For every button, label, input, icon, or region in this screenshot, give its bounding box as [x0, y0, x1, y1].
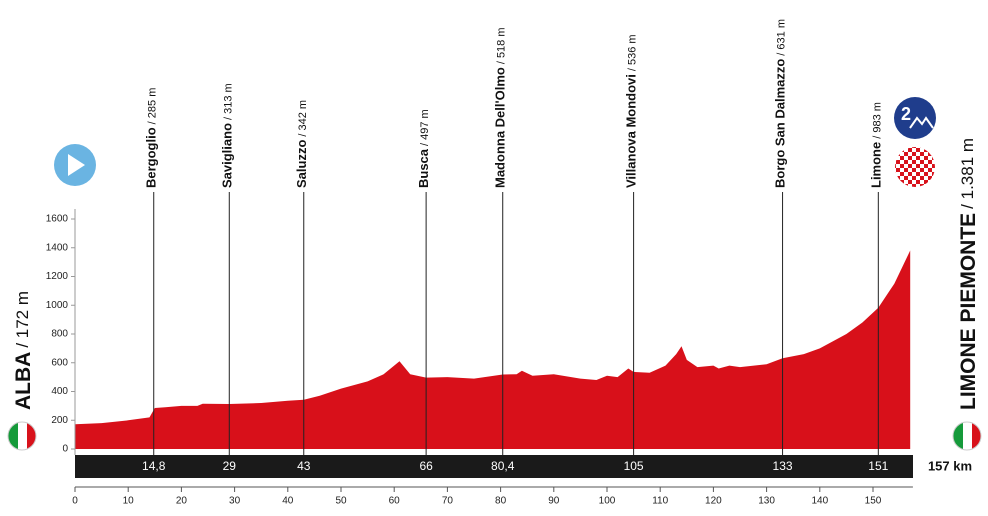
- x-tick-label: 100: [599, 496, 616, 507]
- waypoint-km: 105: [624, 459, 644, 473]
- x-tick-label: 60: [389, 496, 401, 507]
- y-tick-label: 400: [51, 386, 68, 397]
- waypoint-altitude: / 285 m: [147, 88, 159, 125]
- x-tick-label: 20: [176, 496, 188, 507]
- waypoint-km: 29: [223, 459, 237, 473]
- y-tick-label: 1600: [46, 214, 69, 225]
- y-tick-label: 200: [51, 415, 68, 426]
- waypoint-label: Borgo San Dalmazzo / 631 m: [773, 19, 788, 188]
- waypoint-name: Madonna Dell'Olmo: [493, 67, 508, 188]
- start-name: ALBA: [12, 352, 35, 410]
- waypoint-label: Villanova Mondovi / 536 m: [624, 34, 639, 188]
- waypoint-altitude: / 342 m: [297, 100, 309, 137]
- waypoint-name: Busca: [417, 148, 432, 188]
- y-tick-label: 800: [51, 329, 68, 340]
- waypoint-label: Savigliano / 313 m: [220, 83, 235, 188]
- x-tick-label: 70: [442, 496, 454, 507]
- finish-flag: [895, 147, 935, 187]
- x-tick-label: 80: [495, 496, 507, 507]
- waypoint-altitude: / 983 m: [871, 102, 883, 139]
- x-tick-label: 40: [282, 496, 294, 507]
- waypoint-label: Busca / 497 m: [417, 109, 432, 188]
- x-tick-label: 30: [229, 496, 241, 507]
- waypoint-label: Bergoglio / 285 m: [144, 88, 159, 188]
- waypoint-km: 151: [868, 459, 888, 473]
- x-tick-label: 10: [123, 496, 135, 507]
- y-tick-label: 1400: [46, 242, 69, 253]
- waypoint-name: Limone: [869, 142, 884, 188]
- waypoint-name: Bergoglio: [144, 127, 159, 188]
- start-label: ALBA / 172 m: [12, 291, 35, 410]
- total-distance: 157 km: [928, 458, 972, 473]
- waypoint-altitude: / 313 m: [222, 83, 234, 120]
- waypoint-km: 14,8: [142, 459, 166, 473]
- x-tick-label: 130: [758, 496, 775, 507]
- waypoint-altitude: / 518 m: [496, 27, 508, 64]
- waypoint-name: Villanova Mondovi: [624, 74, 639, 188]
- waypoint-km: 66: [419, 459, 433, 473]
- waypoint-km: 43: [297, 459, 311, 473]
- y-tick-label: 600: [51, 357, 68, 368]
- finish-label: LIMONE PIEMONTE / 1.381 m: [957, 138, 980, 410]
- waypoint-label: Saluzzo / 342 m: [294, 100, 309, 188]
- x-tick-label: 150: [865, 496, 882, 507]
- waypoint-altitude: / 497 m: [419, 109, 431, 146]
- km-band: [75, 455, 913, 478]
- climb-badge: [894, 97, 936, 139]
- start-arrow: [68, 154, 85, 176]
- waypoint-name: Saluzzo: [294, 140, 309, 188]
- x-tick-label: 110: [652, 496, 668, 507]
- flag-start: [7, 421, 37, 451]
- waypoint-label: Madonna Dell'Olmo / 518 m: [493, 27, 508, 188]
- climb-mountain: [909, 116, 934, 129]
- finish-name: LIMONE PIEMONTE: [957, 213, 980, 410]
- x-tick-label: 50: [335, 496, 347, 507]
- x-tick-label: 0: [72, 496, 78, 507]
- x-tick-label: 140: [811, 496, 828, 507]
- y-tick-label: 0: [62, 444, 68, 455]
- waypoint-km: 133: [773, 459, 793, 473]
- climb-category: 2: [901, 104, 911, 124]
- y-tick-label: 1200: [46, 271, 69, 282]
- waypoint-name: Borgo San Dalmazzo: [773, 59, 788, 188]
- flag-finish: [952, 421, 982, 451]
- y-tick-label: 1000: [46, 300, 69, 311]
- start-altitude: / 172 m: [13, 291, 32, 348]
- waypoint-altitude: / 631 m: [775, 19, 787, 56]
- waypoint-label: Limone / 983 m: [869, 102, 884, 188]
- x-tick-label: 120: [705, 496, 722, 507]
- x-tick-label: 90: [548, 496, 560, 507]
- waypoint-altitude: / 536 m: [627, 34, 639, 71]
- finish-altitude: / 1.381 m: [958, 138, 977, 209]
- waypoint-km: 80,4: [491, 459, 515, 473]
- waypoint-name: Savigliano: [220, 123, 235, 188]
- elevation-profile: [75, 250, 911, 449]
